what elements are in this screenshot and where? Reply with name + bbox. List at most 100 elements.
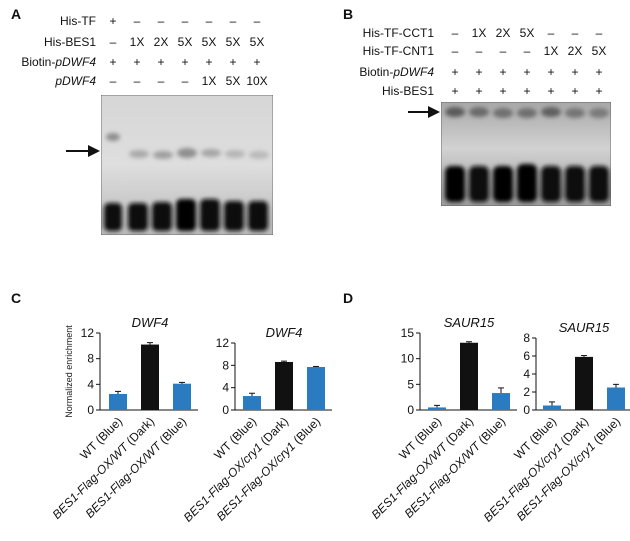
chart-1-title: DWF4	[132, 315, 169, 330]
chart-3-bar-3	[492, 393, 510, 410]
chart-1-bar-2	[141, 344, 159, 410]
panel-letter-d: D	[343, 290, 354, 306]
panel-a-cell-r3-lane2: +	[133, 55, 141, 69]
chart-1-bar-1	[109, 393, 127, 410]
panel-b-cell-r1-lane4: 5X	[519, 26, 535, 40]
chart-4-y-tick-label-1: 2	[523, 385, 530, 399]
emsa-gel-a-image	[100, 94, 274, 236]
panel-a-cell-r2-lane7: 5X	[249, 35, 265, 49]
row-label-biotin-pdwf4-b: Biotin-pDWF4	[359, 65, 434, 79]
panel-b-cell-r2-lane3: –	[499, 44, 507, 58]
panel-b-cell-r3-lane2: +	[475, 65, 483, 79]
panel-a-cell-r3-lane4: +	[181, 55, 189, 69]
panel-b-cell-r3-lane3: +	[499, 65, 507, 79]
chart-1-y-tick-label-3: 12	[81, 326, 95, 340]
chart-2-bar-3	[307, 367, 325, 410]
panel-a-cell-r4-lane1: –	[109, 74, 117, 88]
panel-b-cell-r3-lane7: +	[595, 65, 603, 79]
chart-2-bar-1	[243, 396, 261, 410]
panel-a-cell-r1-lane5: –	[205, 14, 213, 28]
panel-a-cell-r1-lane3: –	[157, 14, 165, 28]
chart-2-y-tick-label-1: 4	[222, 381, 229, 395]
chart-2-y-tick-label-2: 8	[222, 358, 229, 372]
panel-a-cell-r4-lane4: –	[181, 74, 189, 88]
chart-1-y-tick-label-2: 8	[87, 352, 94, 366]
panel-a-cell-r2-lane6: 5X	[225, 35, 241, 49]
row-label-his-tf-cnt1: His-TF-CNT1	[362, 44, 434, 58]
panel-a-cell-r2-lane2: 1X	[129, 35, 145, 49]
row-label-his-bes1-b: His-BES1	[381, 84, 434, 98]
panel-a-cell-r1-lane4: –	[181, 14, 189, 28]
chart-4-bar-2	[575, 356, 593, 410]
panel-b-cell-r1-lane3: 2X	[495, 26, 511, 40]
chart-3-y-tick-label-1: 5	[407, 377, 414, 391]
row-label-his-tf-cct1: His-TF-CCT1	[362, 26, 434, 40]
chart-4-y-tick-label-3: 6	[523, 349, 530, 363]
emsa-gel-a	[100, 94, 274, 236]
chart-3-bar-2	[460, 342, 478, 410]
panel-a-cell-r3-lane3: +	[157, 55, 165, 69]
panel-a-cell-r4-lane7: 10X	[246, 74, 268, 88]
panel-b-cell-r1-lane6: –	[571, 26, 579, 40]
panel-a-cell-r3-lane1: +	[109, 55, 117, 69]
panel-a-cell-r2-lane5: 5X	[201, 35, 217, 49]
emsa-gel-b-image	[440, 101, 612, 207]
panel-b-cell-r2-lane1: –	[451, 44, 459, 58]
panel-b-cell-r2-lane5: 1X	[543, 44, 559, 58]
chart-3-y-tick-label-3: 15	[401, 326, 415, 340]
panel-b-cell-r4-lane4: +	[523, 84, 531, 98]
panel-b-cell-r3-lane4: +	[523, 65, 531, 79]
chart-3-y-tick-label-2: 10	[401, 352, 415, 366]
row-label-his-bes1: His-BES1	[43, 35, 96, 49]
row-label-pdwf4: pDWF4	[55, 74, 96, 88]
panel-a-cell-r4-lane2: –	[133, 74, 141, 88]
panel-b-cell-r3-lane6: +	[571, 65, 579, 79]
chart-2-bar-2	[275, 361, 293, 410]
emsa-gel-b	[440, 101, 612, 207]
panel-a-cell-r1-lane2: –	[133, 14, 141, 28]
panel-b-cell-r1-lane1: –	[451, 26, 459, 40]
panel-a-cell-r2-lane1: –	[109, 35, 117, 49]
chart-1-y-tick-label-1: 4	[87, 377, 94, 391]
chart-4-bar-3	[607, 387, 625, 410]
panel-a-cell-r4-lane3: –	[157, 74, 165, 88]
panel-a-cell-r2-lane4: 5X	[177, 35, 193, 49]
panel-b-cell-r2-lane4: –	[523, 44, 531, 58]
panel-a-cell-r1-lane1: +	[109, 14, 117, 28]
panel-b-cell-r4-lane1: +	[451, 84, 459, 98]
panel-b-cell-r3-lane1: +	[451, 65, 459, 79]
panel-a-cell-r4-lane5: 1X	[201, 74, 217, 88]
row-label-his-tf: His-TF	[60, 14, 96, 28]
panel-a-cell-r2-lane3: 2X	[153, 35, 169, 49]
chart-3-bar-1	[428, 407, 446, 410]
panel-a-cell-r3-lane7: +	[253, 55, 261, 69]
panel-b-cell-r2-lane6: 2X	[567, 44, 583, 58]
chart-4-y-tick-label-0: 0	[523, 403, 530, 417]
chart-4-bar-1	[543, 405, 561, 410]
shift-arrow-b-icon	[408, 106, 440, 118]
row-label-biotin-pdwf4: Biotin-pDWF4	[21, 55, 96, 69]
chart-2-title: DWF4	[266, 325, 303, 340]
panel-letter-c: C	[11, 290, 22, 306]
panel-a-cell-r1-lane7: –	[253, 14, 261, 28]
panel-b-cell-r2-lane7: 5X	[591, 44, 607, 58]
chart-2-y-tick-label-3: 12	[216, 336, 230, 350]
panel-b-cell-r4-lane6: +	[571, 84, 579, 98]
panel-a-cell-r3-lane5: +	[205, 55, 213, 69]
shift-arrow-a-icon	[66, 145, 100, 157]
panel-b-cell-r3-lane5: +	[547, 65, 555, 79]
panel-a-cell-r1-lane6: –	[229, 14, 237, 28]
panel-b-cell-r4-lane5: +	[547, 84, 555, 98]
panel-a-cell-r4-lane6: 5X	[225, 74, 241, 88]
panel-b-cell-r4-lane2: +	[475, 84, 483, 98]
chart-4-y-tick-label-4: 8	[523, 331, 530, 345]
panel-b-cell-r4-lane3: +	[499, 84, 507, 98]
panel-a-cell-r3-lane6: +	[229, 55, 237, 69]
panel-letter-a: A	[11, 6, 22, 22]
panel-b-cell-r1-lane2: 1X	[471, 26, 487, 40]
chart-1-bar-3	[173, 383, 191, 410]
panel-b-cell-r1-lane5: –	[547, 26, 555, 40]
chart-3-title: SAUR15	[444, 315, 495, 330]
panel-b-cell-r2-lane2: –	[475, 44, 483, 58]
